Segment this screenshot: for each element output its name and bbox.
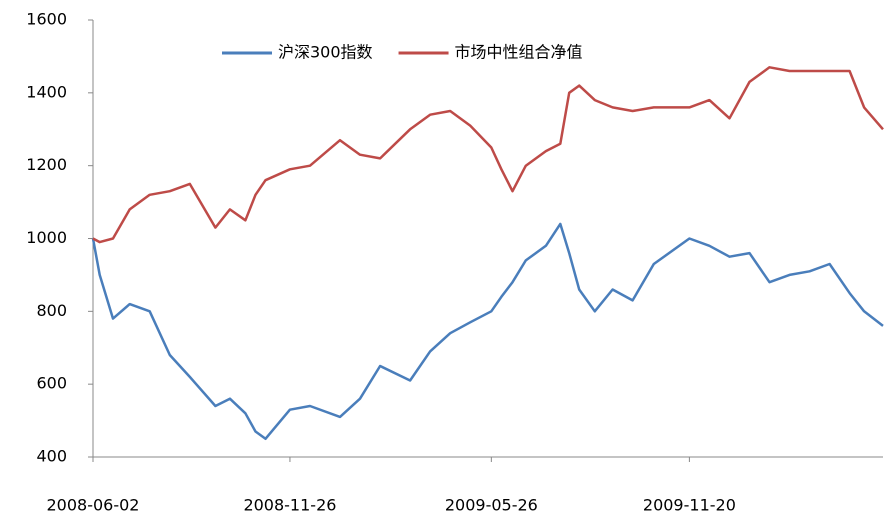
y-tick-label: 600 <box>36 374 67 393</box>
y-tick-label: 400 <box>36 447 67 466</box>
y-tick-label: 1200 <box>26 155 67 174</box>
legend-label: 沪深300指数 <box>278 43 373 62</box>
series-line <box>92 66 884 244</box>
x-tick-label: 2009-05-26 <box>445 496 538 515</box>
series-line <box>91 222 884 441</box>
x-tick-label: 2008-06-02 <box>47 496 140 515</box>
x-tick-label: 2009-11-20 <box>643 496 736 515</box>
y-tick-label: 800 <box>36 301 67 320</box>
y-tick-label: 1400 <box>26 82 67 101</box>
legend-label: 市场中性组合净值 <box>455 43 583 62</box>
y-tick-label: 1000 <box>26 228 67 247</box>
y-tick-label: 1600 <box>26 10 67 29</box>
x-tick-label: 2008-11-26 <box>243 496 336 515</box>
